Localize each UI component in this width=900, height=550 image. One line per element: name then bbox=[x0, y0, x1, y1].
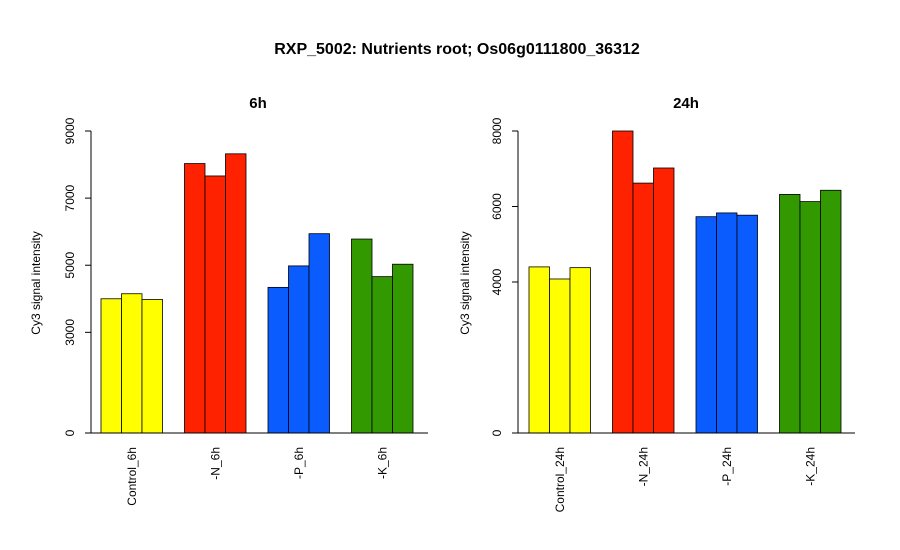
panel-1-bar-0-1 bbox=[121, 293, 143, 434]
panel-2-bar-0-0 bbox=[528, 266, 550, 434]
panel-2-bar-1-2 bbox=[653, 167, 675, 434]
panel-1-y-tick-label-2: 5000 bbox=[63, 252, 77, 279]
panel-1-bar-2-2 bbox=[308, 233, 330, 434]
panel-1-bar-2-0 bbox=[267, 286, 289, 434]
panel-2-title: 24h bbox=[673, 95, 699, 112]
panel-2-bar-2-2 bbox=[736, 214, 758, 434]
panel-2-category-label-2: -P_24h bbox=[720, 447, 734, 486]
panel-2-y-axis-label: Cy3 signal intensity bbox=[458, 231, 472, 334]
panel-1-bar-3-2 bbox=[392, 263, 414, 434]
panel-1-bar-3-1 bbox=[371, 276, 393, 434]
panel-1-bar-0-0 bbox=[100, 298, 122, 434]
panel-2-y-tick-label-2: 6000 bbox=[490, 193, 504, 220]
panel-1-y-tick-label-1: 3000 bbox=[63, 319, 77, 346]
panel-2-category-label-1: -N_24h bbox=[636, 447, 650, 486]
panel-1-category-label-1: -N_6h bbox=[208, 447, 222, 480]
panel-2-bar-0-1 bbox=[549, 278, 571, 434]
panel-2-bar-2-0 bbox=[695, 216, 717, 434]
panel-2-bar-1-0 bbox=[612, 130, 634, 434]
panel-1-category-label-3: -K_6h bbox=[375, 447, 389, 479]
panel-1-category-label-2: -P_6h bbox=[292, 447, 306, 479]
panel-1-bar-1-2 bbox=[225, 153, 247, 434]
panel-2-bar-3-2 bbox=[820, 189, 842, 434]
panel-2-y-tick-label-3: 8000 bbox=[490, 117, 504, 144]
chart-main-title: RXP_5002: Nutrients root; Os06g0111800_3… bbox=[274, 41, 640, 58]
panel-2-bar-0-2 bbox=[569, 267, 591, 434]
panel-2-bar-1-1 bbox=[632, 182, 654, 434]
panel-1-bar-1-0 bbox=[184, 163, 206, 434]
panel-2-category-label-3: -K_24h bbox=[803, 447, 817, 486]
panel-1-bar-2-1 bbox=[288, 265, 310, 434]
panel-1-bar-0-2 bbox=[141, 299, 163, 434]
panel-1-bar-3-0 bbox=[351, 238, 373, 434]
panel-1-y-tick-label-4: 9000 bbox=[63, 117, 77, 144]
panel-1-y-tick-label-3: 7000 bbox=[63, 184, 77, 211]
panel-1-y-axis-label: Cy3 signal intensity bbox=[29, 231, 43, 334]
panel-2-bar-3-1 bbox=[799, 201, 821, 434]
panel-2-y-tick-label-0: 0 bbox=[490, 429, 504, 436]
panel-1-category-label-0: Control_6h bbox=[125, 447, 139, 506]
panel-2-y-tick-label-1: 4000 bbox=[490, 268, 504, 295]
panel-2-bar-2-1 bbox=[716, 212, 738, 434]
panel-1-title: 6h bbox=[249, 95, 267, 112]
panel-1-y-tick-label-0: 0 bbox=[63, 429, 77, 436]
panel-1-bar-1-1 bbox=[204, 175, 226, 434]
panel-2-bar-3-0 bbox=[779, 194, 801, 434]
panel-2-category-label-0: Control_24h bbox=[553, 447, 567, 512]
